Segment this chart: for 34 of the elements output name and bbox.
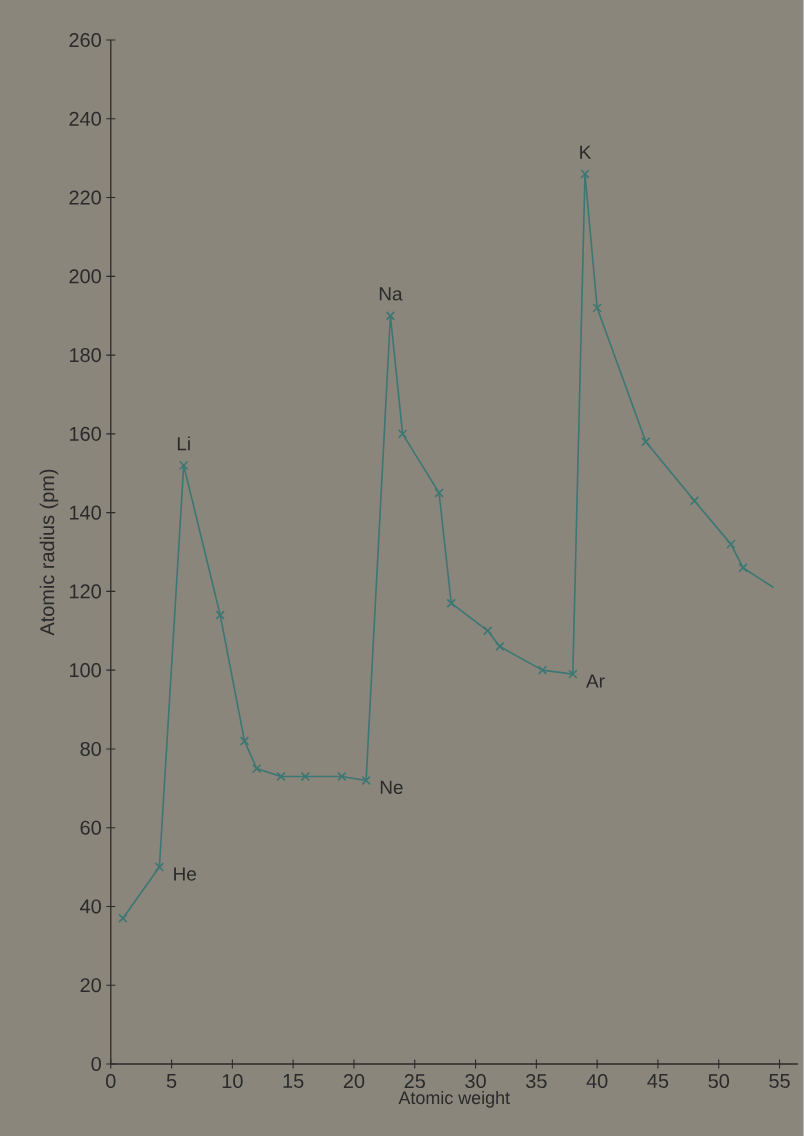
annotation: Li <box>178 436 190 451</box>
annotation: Ar <box>586 674 605 688</box>
y-tick-label: 200 <box>69 269 102 284</box>
y-tick-label: 100 <box>70 663 102 678</box>
y-axis-title: Atomic radius (pm) <box>39 469 59 636</box>
annotation: K <box>580 145 592 159</box>
x-tick-label: 10 <box>222 1074 243 1089</box>
annotation: Na <box>379 287 403 301</box>
x-axis-title: Atomic weight <box>398 1090 511 1108</box>
x-tick-label: 25 <box>404 1074 426 1089</box>
x-tick-label: 30 <box>465 1074 486 1089</box>
y-tick-label: 180 <box>70 348 102 363</box>
y-tick-label: 20 <box>80 978 102 993</box>
y-tick-label: 60 <box>80 820 102 835</box>
y-tick-label: 140 <box>70 505 102 520</box>
x-tick-label: 45 <box>647 1074 669 1088</box>
x-tick-label: 35 <box>526 1074 547 1089</box>
y-tick-label: 240 <box>69 111 102 126</box>
x-tick-label: 0 <box>106 1074 116 1089</box>
x-tick-label: 20 <box>343 1074 365 1089</box>
y-tick-label: 0 <box>91 1056 102 1072</box>
y-tick-label: 220 <box>69 190 102 205</box>
y-tick-label: 80 <box>80 741 102 756</box>
x-tick-label: 40 <box>586 1074 608 1089</box>
x-tick-label: 5 <box>166 1074 177 1088</box>
x-tick-label: 55 <box>769 1074 790 1088</box>
annotation: Ne <box>380 780 403 795</box>
y-tick-label: 40 <box>80 899 102 914</box>
y-tick-label: 260 <box>69 32 102 48</box>
y-tick-label: 120 <box>70 584 102 599</box>
x-tick-label: 15 <box>283 1074 304 1088</box>
x-tick-label: 50 <box>708 1074 730 1089</box>
y-tick-label: 160 <box>70 426 102 441</box>
annotation: He <box>174 867 197 881</box>
